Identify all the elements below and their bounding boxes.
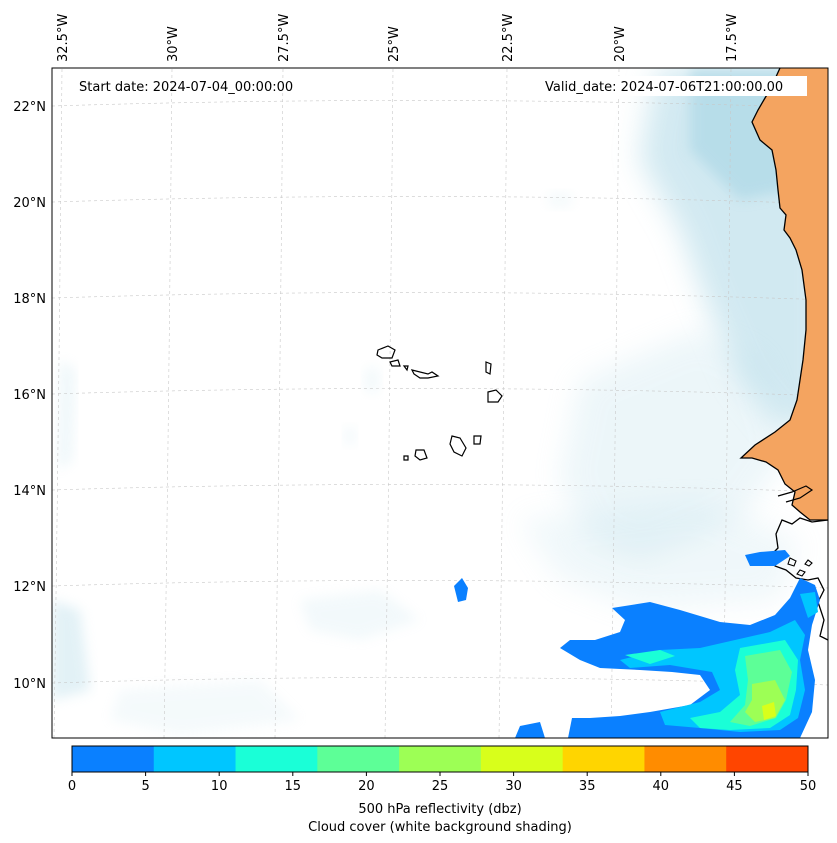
colorbar-segment (562, 746, 645, 772)
colorbar-tick-label: 15 (285, 779, 302, 794)
parallel-line (52, 388, 828, 397)
colorbar-label-cloud-cover: Cloud cover (white background shading) (308, 820, 572, 835)
colorbar-segment (72, 746, 155, 772)
parallel-line (52, 580, 828, 589)
island-sal (485, 361, 492, 375)
colorbar-segment (399, 746, 482, 772)
island-maio (473, 435, 482, 445)
meridian-line (274, 68, 284, 738)
gridlines (52, 68, 828, 738)
coast-gambia (777, 485, 814, 503)
longitude-tick-label: 30°W (166, 26, 181, 62)
meridian-line (610, 68, 620, 738)
latitude-labels: 22°N 20°N 18°N 16°N 14°N 12°N 10°N (13, 100, 46, 692)
colorbar: 0 5 10 15 20 25 30 35 40 45 50 (68, 745, 817, 794)
colorbar-tick-label: 25 (432, 779, 449, 794)
colorbar-tick-label: 10 (211, 779, 228, 794)
colorbar-segment (480, 746, 564, 772)
longitude-tick-label: 17.5°W (725, 14, 740, 62)
island-fogo (414, 449, 428, 461)
longitude-tick-label: 32.5°W (56, 14, 71, 62)
latitude-tick-label: 20°N (13, 196, 46, 211)
valid-date-label: Valid_date: 2024-07-06T21:00:00.00 (545, 80, 783, 95)
colorbar-tick-label: 20 (358, 779, 375, 794)
map-frame (51, 67, 829, 739)
latitude-tick-label: 18°N (13, 292, 46, 307)
latitude-tick-label: 16°N (13, 388, 46, 403)
longitude-tick-label: 27.5°W (277, 14, 292, 62)
reflectivity-contours (454, 550, 820, 738)
longitude-labels: 32.5°W 30°W 27.5°W 25°W 22.5°W 20°W 17.5°W (56, 14, 740, 62)
longitude-tick-label: 22.5°W (501, 14, 516, 62)
parallel-line (52, 484, 828, 493)
colorbar-segment (317, 746, 400, 772)
latitude-tick-label: 12°N (13, 580, 46, 595)
colorbar-tick-label: 40 (653, 779, 670, 794)
parallel-line (52, 292, 828, 301)
coast-guinea (769, 517, 828, 641)
start-date-label: Start date: 2024-07-04_00:00:00 (79, 80, 293, 95)
parallel-line (52, 196, 828, 205)
island-boa-vista (487, 389, 503, 403)
colorbar-tick-label: 5 (141, 779, 149, 794)
colorbar-tick-label: 50 (800, 779, 817, 794)
colorbar-segment (726, 746, 809, 772)
meridian-line (384, 68, 394, 738)
island-santiago (449, 435, 467, 457)
cape-verde-islands (376, 345, 503, 461)
colorbar-label-reflectivity: 500 hPa reflectivity (dbz) (358, 802, 521, 817)
latitude-tick-label: 22°N (13, 100, 46, 115)
latitude-tick-label: 14°N (13, 484, 46, 499)
colorbar-tick-label: 35 (579, 779, 596, 794)
colorbar-tick-label: 30 (505, 779, 522, 794)
island-sao-vicente (389, 359, 401, 367)
meridian-line (498, 68, 508, 738)
longitude-tick-label: 20°W (613, 26, 628, 62)
coastline-africa (739, 68, 828, 521)
meridian-line (53, 68, 63, 738)
parallel-line (52, 100, 828, 109)
island-sao-nicolau (410, 369, 440, 379)
island-santa-luzia (402, 365, 409, 372)
land-west-africa (741, 68, 828, 520)
bissagos-islands (787, 557, 813, 577)
valid-date-box (541, 76, 807, 96)
meridian-line (163, 68, 173, 738)
colorbar-tick-label: 0 (68, 779, 76, 794)
meridian-line (722, 68, 732, 738)
colorbar-segment (644, 746, 727, 772)
colorbar-tick-label: 45 (726, 779, 743, 794)
longitude-tick-label: 25°W (387, 26, 402, 62)
latitude-tick-label: 10°N (13, 677, 46, 692)
parallel-line (52, 677, 828, 686)
colorbar-segment (235, 746, 318, 772)
colorbar-segment (153, 746, 237, 772)
island-brava (403, 455, 409, 461)
island-santo-antao (376, 345, 396, 359)
